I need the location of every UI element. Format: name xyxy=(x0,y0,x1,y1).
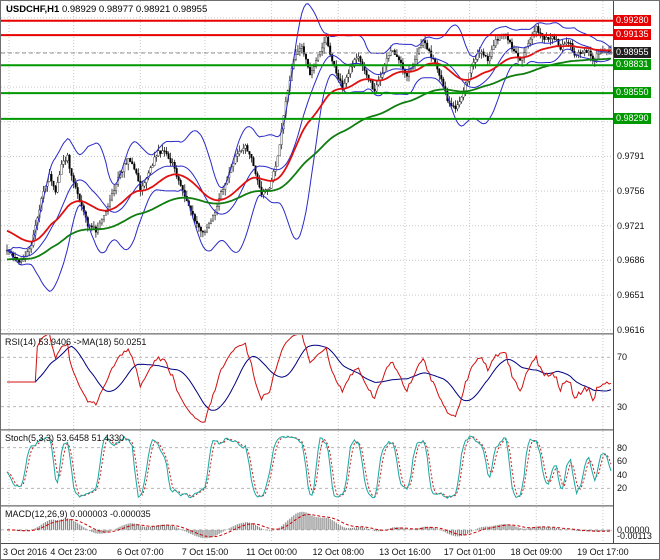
time-tick-label: 7 Oct 15:00 xyxy=(181,547,229,557)
ohlc-readout: 0.98929 0.98977 0.98921 0.98955 xyxy=(61,4,208,15)
time-tick-label: 17 Oct 01:00 xyxy=(443,547,496,557)
macd-label: MACD(12,26,9) 0.000003 -0.000035 xyxy=(5,509,151,519)
macd-signal xyxy=(7,513,612,538)
time-tick-label: 12 Oct 08:00 xyxy=(312,547,365,557)
macd-panel[interactable]: MACD(12,26,9) 0.000003 -0.000035 xyxy=(1,507,613,543)
rsi-lines xyxy=(7,335,612,423)
level-price-box: 0.98831 xyxy=(614,59,651,71)
stochastic-plot[interactable] xyxy=(1,431,613,505)
stoch-title: Stoch(5,3,3) 53.6458 51.4330 xyxy=(5,433,124,443)
price-tick-label: 0.9791 xyxy=(617,151,645,162)
level-price-box: 0.98290 xyxy=(614,112,651,124)
current-price-box: 0.98955 xyxy=(614,46,651,58)
price-tick-label: 0.9686 xyxy=(617,255,645,266)
price-panel[interactable]: USDCHF,H1 0.98929 0.98977 0.98921 0.9895… xyxy=(1,1,613,333)
stoch-lines xyxy=(6,435,612,499)
rsi-ma-label: ->MA(18) 50.0251 xyxy=(73,337,147,347)
stoch-label: Stoch(5,3,3) 53.6458 51.4330 xyxy=(5,433,125,443)
price-axis: 0.9791 0.9756 0.9721 0.9686 0.9651 0.9616 70 30… xyxy=(613,1,659,543)
stoch-tick-label: 40 xyxy=(617,469,628,480)
rsi-tick-label: 70 xyxy=(617,352,628,363)
candles xyxy=(6,23,612,265)
macd-plot[interactable] xyxy=(1,507,613,543)
macd-title: MACD(12,26,9) 0.000003 -0.000035 xyxy=(5,509,151,519)
chart-title: USDCHF,H1 0.98929 0.98977 0.98921 0.9895… xyxy=(6,4,207,15)
rsi-tick-label: 30 xyxy=(617,401,628,412)
rsi-grid xyxy=(1,335,613,429)
moving-averages xyxy=(6,44,612,261)
panel-divider[interactable] xyxy=(1,333,659,335)
time-axis: 3 Oct 2016 4 Oct 23:00 6 Oct 07:00 7 Oct 15… xyxy=(1,543,659,559)
level-price-box: 0.99135 xyxy=(614,29,651,41)
time-tick-label: 11 Oct 00:00 xyxy=(246,547,298,557)
stoch-grid xyxy=(1,431,613,505)
macd-tick-label: -0.00113 xyxy=(617,530,652,541)
time-tick-label: 13 Oct 16:00 xyxy=(379,547,431,557)
time-tick-label: 19 Oct 17:00 xyxy=(577,547,629,557)
macd-histogram xyxy=(10,511,612,539)
panel-divider[interactable] xyxy=(1,429,659,431)
rsi-plot[interactable] xyxy=(1,335,613,429)
panel-divider[interactable] xyxy=(1,505,659,507)
price-tick-label: 0.9756 xyxy=(617,186,645,197)
rsi-panel[interactable]: RSI(14) 53.9406 ->MA(18) 50.0251 xyxy=(1,335,613,429)
level-price-box: 0.99280 xyxy=(614,14,651,26)
stoch-tick-label: 20 xyxy=(617,483,628,494)
price-grid xyxy=(1,1,613,333)
time-tick-label: 6 Oct 07:00 xyxy=(117,547,164,557)
time-tick-label: 18 Oct 09:00 xyxy=(510,547,563,557)
stochastic-panel[interactable]: Stoch(5,3,3) 53.6458 51.4330 xyxy=(1,431,613,505)
stoch-tick-label: 80 xyxy=(617,442,628,453)
macd-tick-label: 0.00000 xyxy=(617,524,650,535)
time-tick-label: 4 Oct 23:00 xyxy=(50,547,97,557)
price-tick-label: 0.9616 xyxy=(617,324,645,335)
symbol-timeframe-label: USDCHF,H1 xyxy=(6,4,60,15)
stoch-tick-label: 60 xyxy=(617,456,628,467)
price-tick-label: 0.9721 xyxy=(617,220,645,231)
macd-grid xyxy=(1,507,613,543)
rsi-label: RSI(14) 53.9406 xyxy=(5,337,72,347)
support-resistance-levels xyxy=(1,19,613,120)
bollinger-bands xyxy=(6,3,612,292)
candlestick-plot[interactable] xyxy=(1,1,613,333)
price-tick-label: 0.9651 xyxy=(617,290,645,301)
rsi-title: RSI(14) 53.9406 ->MA(18) 50.0251 xyxy=(5,337,146,347)
time-tick-label: 3 Oct 2016 xyxy=(3,547,48,557)
level-price-box: 0.98550 xyxy=(614,87,651,99)
